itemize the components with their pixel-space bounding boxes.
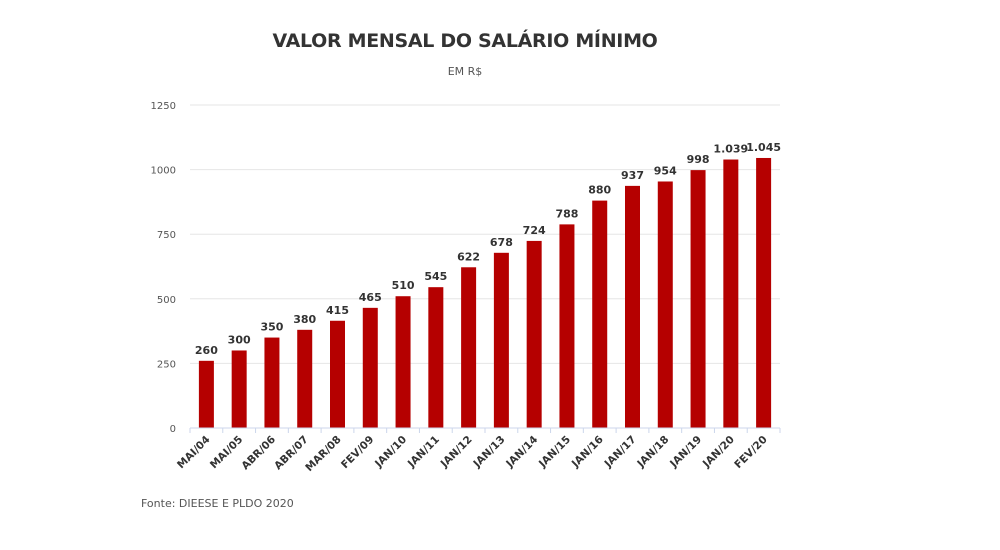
data-label: 678 [490,236,513,249]
bar-mai-05 [231,350,247,428]
y-tick-label: 750 [157,230,176,241]
data-label: 622 [457,250,480,263]
data-label: 998 [687,153,710,166]
x-tick-label: JAN/10 [372,434,409,471]
bar-jan-17 [625,185,640,428]
data-label: 260 [195,344,218,357]
data-label: 465 [359,291,382,304]
data-label: 350 [260,321,283,334]
x-tick-label: JAN/20 [700,434,737,471]
bar-mar-08 [330,320,345,428]
x-tick-label: JAN/13 [471,434,508,471]
y-tick-label: 0 [170,424,176,435]
bar-jan-19 [690,170,706,428]
data-label: 1.045 [746,141,781,154]
y-tick-label: 500 [157,295,176,306]
bar-mai-04 [198,360,214,428]
y-axis-ticks: 0 250 500 750 1000 1250 [151,101,176,435]
data-labels: 260 300 350 380 415 465 510 545 622 678 724 788 880 9… [195,141,781,357]
y-tick-label: 1250 [151,101,176,112]
data-label: 937 [621,169,644,182]
x-tick-label: JAN/19 [667,434,704,471]
bar-fev-20 [756,157,772,429]
data-label: 788 [555,207,578,220]
x-tick-label: JAN/14 [503,434,540,471]
bar-jan-18 [657,181,673,428]
data-label: 954 [654,164,677,177]
chart-subtitle: EM R$ [447,65,483,78]
x-tick-label: JAN/17 [602,434,639,471]
data-label: 380 [293,313,316,326]
x-tick-label: ABR/06 [239,434,278,473]
x-tick-label: FEV/09 [339,434,376,471]
y-tick-label: 250 [157,359,176,370]
data-label: 300 [228,333,251,346]
bar-jan-11 [428,287,444,428]
data-label: 545 [424,270,447,283]
data-label: 724 [523,224,546,237]
data-label: 1.039 [713,143,748,156]
bars [198,157,772,429]
x-tick-label: JAN/16 [569,434,606,471]
data-label: 415 [326,304,349,317]
x-tick-label: JAN/15 [536,434,573,471]
bar-fev-09 [362,307,378,428]
x-tick-label: MAR/08 [303,434,343,474]
x-tick-label: MAI/04 [175,434,212,471]
y-tick-label: 1000 [151,166,176,177]
x-tick-label: JAN/11 [405,434,442,471]
x-tick-label: FEV/20 [732,434,769,471]
bar-jan-13 [493,252,509,428]
chart-title: VALOR MENSAL DO SALÁRIO MÍNIMO [272,30,658,52]
gridlines [190,104,780,364]
x-tick-label: JAN/18 [634,434,671,471]
data-label: 510 [392,279,415,292]
x-tick-label: JAN/12 [438,434,475,471]
bar-jan-16 [592,200,608,428]
source-note: Fonte: DIEESE E PLDO 2020 [141,497,294,510]
data-label: 880 [588,184,611,197]
bar-jan-15 [559,224,575,428]
bar-abr-07 [297,329,313,428]
bar-jan-12 [461,267,477,428]
x-axis-ticks: MAI/04MAI/05ABR/06ABR/07MAR/08FEV/09JAN/… [175,428,781,474]
bar-abr-06 [264,337,280,428]
bar-jan-14 [526,240,542,428]
bar-jan-10 [395,296,411,428]
bar-jan-20 [723,159,739,428]
